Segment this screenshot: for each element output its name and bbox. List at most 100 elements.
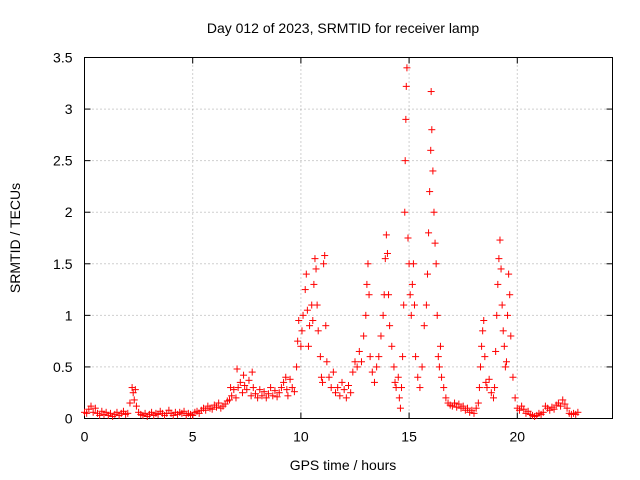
data-point <box>301 286 309 294</box>
y-tick-label: 2.5 <box>53 153 73 169</box>
data-point <box>396 404 404 412</box>
data-point <box>340 386 348 394</box>
data-point <box>495 255 503 263</box>
data-point <box>464 404 472 412</box>
data-point <box>375 353 383 361</box>
data-point <box>260 388 268 396</box>
data-point <box>280 378 288 386</box>
data-point <box>382 231 390 239</box>
data-point <box>240 371 248 379</box>
data-point <box>504 311 512 319</box>
data-point <box>498 301 506 309</box>
x-tick-labels: 0 5 10 15 20 <box>81 429 526 445</box>
data-point <box>284 392 292 400</box>
data-point <box>131 386 139 394</box>
data-point <box>400 301 408 309</box>
data-point <box>383 249 391 257</box>
data-point <box>440 384 448 392</box>
data-point <box>398 384 406 392</box>
data-point <box>225 396 233 404</box>
data-point <box>511 394 519 402</box>
data-point <box>213 403 220 411</box>
data-point <box>386 322 394 330</box>
data-point <box>345 381 352 389</box>
data-point <box>411 301 418 309</box>
data-point <box>493 311 501 319</box>
data-point <box>416 384 424 392</box>
data-point <box>422 301 430 309</box>
data-point <box>399 353 407 361</box>
data-point <box>247 392 255 400</box>
data-point <box>401 208 409 216</box>
data-point <box>228 392 236 400</box>
data-point <box>262 394 270 402</box>
data-point <box>316 353 324 361</box>
data-point <box>478 342 486 350</box>
data-point <box>288 384 296 392</box>
data-point <box>256 386 264 394</box>
y-tick-label: 1 <box>65 307 73 323</box>
data-point <box>379 311 387 319</box>
data-point <box>515 406 523 414</box>
data-point <box>394 373 402 381</box>
data-point <box>332 389 340 397</box>
data-point <box>329 368 337 376</box>
data-point <box>485 375 493 383</box>
data-point <box>402 115 410 123</box>
data-point <box>563 404 571 412</box>
data-point <box>275 389 283 397</box>
data-point <box>319 378 327 386</box>
data-point <box>425 229 433 237</box>
data-point <box>483 384 491 392</box>
data-point <box>124 409 132 417</box>
data-point <box>96 411 104 419</box>
data-point <box>420 322 428 330</box>
data-point <box>402 82 410 90</box>
data-point <box>254 394 262 402</box>
data-point <box>233 365 241 373</box>
axis-ticks <box>84 57 613 419</box>
data-point <box>317 373 325 381</box>
data-point <box>299 311 307 319</box>
data-point <box>520 405 528 413</box>
data-point <box>353 363 361 371</box>
data-point <box>277 384 285 392</box>
data-point <box>433 311 441 319</box>
data-point <box>391 378 399 386</box>
data-point <box>499 327 507 335</box>
data-point <box>373 363 381 371</box>
data-point <box>87 402 95 410</box>
data-point <box>282 373 290 381</box>
data-point <box>130 396 138 404</box>
data-point <box>126 399 134 407</box>
data-point <box>557 402 565 410</box>
data-point <box>310 280 318 288</box>
data-point <box>334 384 342 392</box>
chart-title: Day 012 of 2023, SRMTID for receiver lam… <box>207 20 480 36</box>
data-point <box>423 270 431 278</box>
data-point <box>500 342 508 350</box>
data-point <box>403 64 411 72</box>
data-point <box>342 394 350 402</box>
data-point <box>404 234 412 242</box>
x-tick-label: 20 <box>509 429 525 445</box>
x-tick-label: 15 <box>401 429 417 445</box>
data-point <box>243 386 251 394</box>
data-point <box>429 167 437 175</box>
y-tick-labels: 0 0.5 1 1.5 2 2.5 3 3.5 <box>53 50 73 427</box>
data-point <box>311 255 319 263</box>
data-point <box>215 399 223 407</box>
data-point <box>428 126 436 134</box>
data-point <box>321 252 329 260</box>
data-point <box>431 239 439 247</box>
data-point <box>304 342 312 350</box>
y-axis-title: SRMTID / TECUs <box>7 183 23 293</box>
data-point <box>132 402 140 410</box>
data-point <box>470 409 478 417</box>
data-point <box>269 392 277 400</box>
data-point <box>434 353 442 361</box>
data-point <box>414 373 422 381</box>
data-point <box>390 363 398 371</box>
data-point <box>232 394 240 402</box>
data-point <box>283 386 291 394</box>
